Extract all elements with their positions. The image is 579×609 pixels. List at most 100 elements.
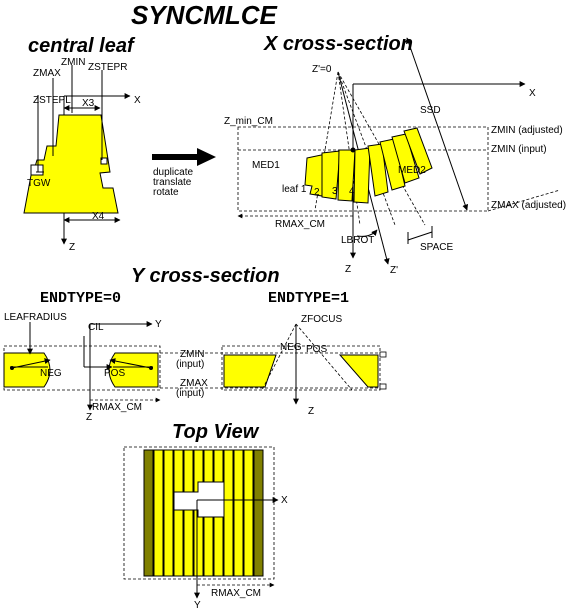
endtype1-edge-mark-bottom bbox=[379, 383, 387, 390]
neg2-label: NEG bbox=[280, 342, 302, 353]
top-view-leaf-strip bbox=[183, 449, 194, 577]
transform-line2: translate bbox=[153, 177, 192, 188]
x-section-heading: X cross-section bbox=[263, 33, 413, 55]
transform-line1: duplicate bbox=[153, 167, 193, 178]
leafradius-neg-arrow bbox=[11, 358, 51, 369]
zprime0-label: Z'=0 bbox=[312, 64, 332, 75]
ssd-dim bbox=[405, 37, 469, 211]
endtype1-boundary bbox=[221, 345, 381, 391]
top-view-panel: Top View X Y RMAX_CM bbox=[123, 421, 288, 609]
top-view-leaf-strip bbox=[173, 449, 184, 577]
x-section-x-label: X bbox=[529, 88, 536, 99]
zmax-label: ZMAX bbox=[33, 68, 61, 79]
space-dim bbox=[407, 231, 433, 241]
med2-label: MED2 bbox=[398, 165, 426, 176]
lbrot-label: LBROT bbox=[341, 235, 374, 246]
x-cross-section-panel: X cross-section X Z Z' Z'=0 SSD leaf 1 2… bbox=[224, 33, 566, 276]
y-zmin-input-label: (input) bbox=[176, 359, 204, 370]
leafradius-label: LEAFRADIUS bbox=[4, 312, 67, 323]
x-section-zprime-label: Z' bbox=[390, 265, 398, 276]
transform-arrow-group: duplicate translate rotate bbox=[152, 148, 216, 198]
diagram-title: SYNCMLCE bbox=[131, 0, 278, 30]
leaf-shape-4 bbox=[353, 147, 371, 204]
endtype1-pos-leaf bbox=[338, 354, 379, 388]
top-view-leaf-strip bbox=[253, 449, 264, 577]
zmin-input-label: ZMIN (input) bbox=[491, 144, 547, 155]
zstepr-label: ZSTEPR bbox=[88, 62, 127, 73]
top-view-leaf-strip bbox=[243, 449, 254, 577]
endtype0-neg-leaf bbox=[3, 352, 51, 388]
y-zmax-input-label: (input) bbox=[176, 388, 204, 399]
endtype1-edge-mark-top bbox=[379, 351, 387, 358]
zmax-adjusted-line bbox=[487, 189, 561, 212]
pos2-label: POS bbox=[306, 344, 327, 355]
rmax-cm-label: RMAX_CM bbox=[275, 219, 325, 230]
top-view-boundary bbox=[123, 446, 275, 580]
ssd-label: SSD bbox=[420, 105, 441, 116]
zfocus-label: ZFOCUS bbox=[301, 314, 342, 325]
x-section-boundary bbox=[237, 126, 489, 212]
leaf-pivot-point bbox=[350, 147, 356, 153]
endtype0-pos-leaf bbox=[108, 352, 159, 388]
endtype1-label: ENDTYPE=1 bbox=[268, 290, 349, 307]
neg-radius-center bbox=[10, 366, 14, 370]
endtype0-z-label: Z bbox=[86, 412, 92, 423]
leaf-shape-5 bbox=[367, 143, 389, 197]
central-z-label: Z bbox=[69, 242, 75, 253]
top-view-x-label: X bbox=[281, 495, 288, 506]
central-leaf-panel: central leaf X Z ZSTEPL ZMAX ZMIN ZSTEPR… bbox=[23, 35, 141, 253]
zstepl-label: ZSTEPL bbox=[33, 95, 71, 106]
leaf1-label: leaf 1 bbox=[282, 184, 307, 195]
top-view-leaf-strip bbox=[143, 449, 154, 577]
top-view-rmax-cm-label: RMAX_CM bbox=[211, 588, 261, 599]
y-rmax-cm-label: RMAX_CM bbox=[92, 402, 142, 413]
y-zmax-label: ZMAX bbox=[180, 378, 208, 389]
leaf3-label: 3 bbox=[332, 186, 338, 197]
pos-label: POS bbox=[104, 368, 125, 379]
ray-1 bbox=[337, 71, 361, 226]
central-leaf-heading: central leaf bbox=[28, 35, 136, 57]
med1-label: MED1 bbox=[252, 160, 280, 171]
zmax-adjusted-label: ZMAX (adjusted) bbox=[491, 200, 566, 211]
zfocus-ray-right bbox=[295, 323, 353, 391]
leaf-shape-6 bbox=[379, 138, 406, 191]
top-view-leaf-strip bbox=[223, 449, 234, 577]
top-view-heading: Top View bbox=[172, 421, 260, 443]
y-zmin-label: ZMIN bbox=[180, 349, 204, 360]
x3-label: X3 bbox=[82, 98, 95, 109]
y-section-heading: Y cross-section bbox=[131, 265, 280, 287]
top-view-y-label: Y bbox=[194, 600, 201, 609]
endtype1-neg-leaf bbox=[223, 354, 277, 388]
leaf-shape-8 bbox=[403, 127, 433, 175]
top-view-leaf-strip bbox=[153, 449, 164, 577]
lbrot-arc bbox=[356, 229, 378, 237]
neg-label: NEG bbox=[40, 368, 62, 379]
x-section-z-label: Z bbox=[345, 264, 351, 275]
z-min-cm-label: Z_min_CM bbox=[224, 116, 273, 127]
endtype0-y-label: Y bbox=[155, 319, 162, 330]
y-cross-section-panel: Y cross-section ENDTYPE=0 ENDTYPE=1 Y Z … bbox=[3, 265, 387, 423]
top-view-leaf-strip bbox=[163, 449, 174, 577]
leaf-shape-7 bbox=[391, 133, 420, 184]
space-label: SPACE bbox=[420, 242, 453, 253]
transform-line3: rotate bbox=[153, 187, 179, 198]
transform-arrow bbox=[152, 148, 216, 166]
zmin-label: ZMIN bbox=[61, 57, 85, 68]
top-view-leaf-strip bbox=[233, 449, 244, 577]
central-leaf-shape bbox=[23, 114, 119, 214]
tgw-notch bbox=[30, 164, 44, 176]
endtype0-label: ENDTYPE=0 bbox=[40, 290, 121, 307]
leafradius-pos-arrow bbox=[109, 358, 152, 369]
x4-label: X4 bbox=[92, 211, 105, 222]
zfocus-ray-left bbox=[261, 323, 297, 391]
leaf4-label: 4 bbox=[349, 186, 355, 197]
pos-radius-center bbox=[149, 366, 153, 370]
central-leaf-notch bbox=[100, 157, 108, 165]
endtype1-z-label: Z bbox=[308, 406, 314, 417]
leaf-shape-2 bbox=[321, 150, 341, 200]
zmin-adjusted-label: ZMIN (adjusted) bbox=[491, 125, 563, 136]
central-x-label: X bbox=[134, 95, 141, 106]
leaf2-label: 2 bbox=[314, 187, 320, 198]
